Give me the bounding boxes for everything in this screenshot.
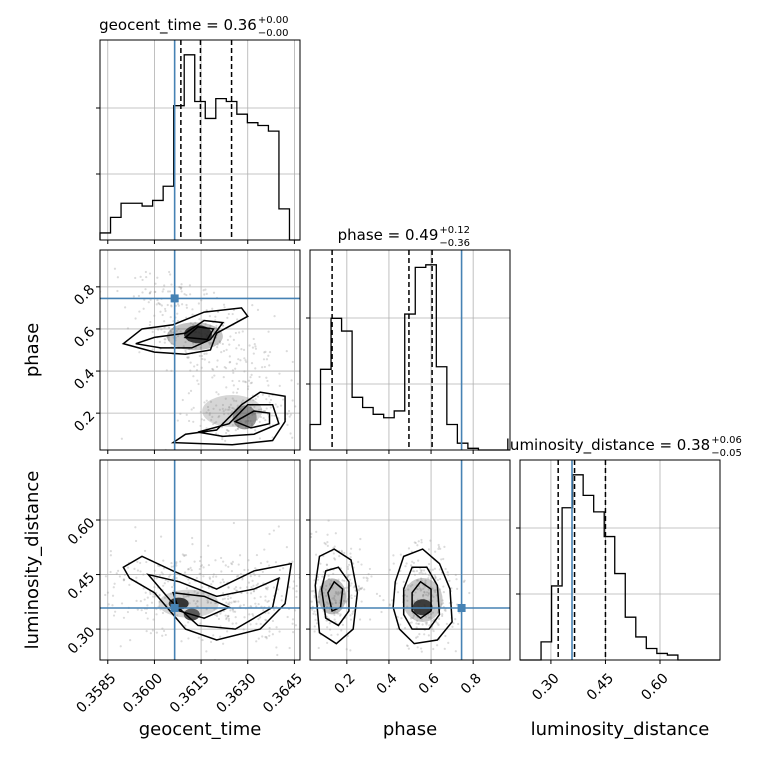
xtick-label-luminosity_distance-1: 0.45 [584,670,617,703]
frame [309,459,511,661]
contour-line [402,566,441,630]
density-blob [202,395,263,428]
xaxis-label-geocent_time: geocent_time [139,719,262,740]
hist-panel-luminosity_distance: luminosity_distance = 0.38 +0.06 −0.05 [506,435,742,664]
xtick-label-geocent_time-2: 0.3615 [167,670,213,716]
truth-marker [170,294,179,303]
truth-marker [457,604,466,612]
xtick-label-geocent_time-4: 0.3645 [260,670,306,716]
histogram-geocent_time [99,54,300,241]
frame [99,459,301,661]
contour-line [411,580,432,620]
xtick-label-geocent_time-0: 0.3585 [74,670,120,716]
ytick-label-luminosity_distance-1: 0.45 [65,570,98,603]
hist-panel-phase: phase = 0.49 +0.12 −0.36 [306,225,511,454]
contour-line [197,403,280,438]
frame [99,249,301,451]
title-luminosity_distance: luminosity_distance = 0.38 [506,436,710,455]
ytick-label-phase-0: 0.2 [71,408,98,435]
contour-line [392,548,453,645]
xtick-label-phase-3: 0.8 [458,670,485,697]
title-minus-geocent_time: −0.00 [258,28,289,39]
title-minus-phase: −0.36 [439,238,470,249]
contour-line [135,319,225,349]
contour-line [233,410,271,429]
contour-line [320,566,350,627]
xtick-label-luminosity_distance-0: 0.30 [529,670,562,703]
ytick-label-phase-3: 0.8 [71,282,98,309]
scatter-panel-geocent_time-phase [96,249,301,454]
hist-panel-geocent_time: geocent_time = 0.36 +0.00 −0.00 [96,15,301,244]
title-plus-luminosity_distance: +0.06 [711,435,742,446]
yaxis-label-luminosity_distance: luminosity_distance [22,471,43,650]
title-geocent_time: geocent_time = 0.36 [99,16,257,35]
density-blob [166,322,223,351]
xtick-label-luminosity_distance-2: 0.60 [638,670,671,703]
xaxis-label-luminosity_distance: luminosity_distance [531,719,710,740]
xtick-label-geocent_time-1: 0.3600 [120,670,166,716]
title-minus-luminosity_distance: −0.05 [711,448,742,459]
ytick-label-phase-1: 0.4 [71,366,98,393]
scatter-panel-geocent_time-luminosity_distance [96,459,301,664]
frame-luminosity_distance [519,459,721,661]
ytick-label-luminosity_distance-2: 0.60 [65,515,98,548]
frame-geocent_time [99,39,301,241]
title-phase: phase = 0.49 [338,226,439,244]
xtick-label-geocent_time-3: 0.3630 [214,670,260,716]
histogram-phase [309,264,510,451]
xtick-label-phase-2: 0.6 [416,670,443,697]
histogram-luminosity_distance [520,474,720,661]
xtick-label-phase-0: 0.2 [332,670,359,697]
density-blob [318,578,347,615]
truth-marker [170,604,179,612]
scatter-panel-phase-luminosity_distance [306,459,511,664]
contour-line [314,548,359,645]
contour-line [122,555,293,641]
ytick-label-phase-2: 0.6 [71,324,98,351]
frame-phase [309,249,511,451]
contour-line [183,326,215,341]
title-plus-phase: +0.12 [439,225,470,236]
ytick-label-luminosity_distance-0: 0.30 [65,624,98,657]
yaxis-label-phase: phase [22,323,43,377]
xaxis-label-phase: phase [383,719,437,740]
title-plus-geocent_time: +0.00 [258,15,289,26]
xtick-label-phase-1: 0.4 [374,670,401,697]
